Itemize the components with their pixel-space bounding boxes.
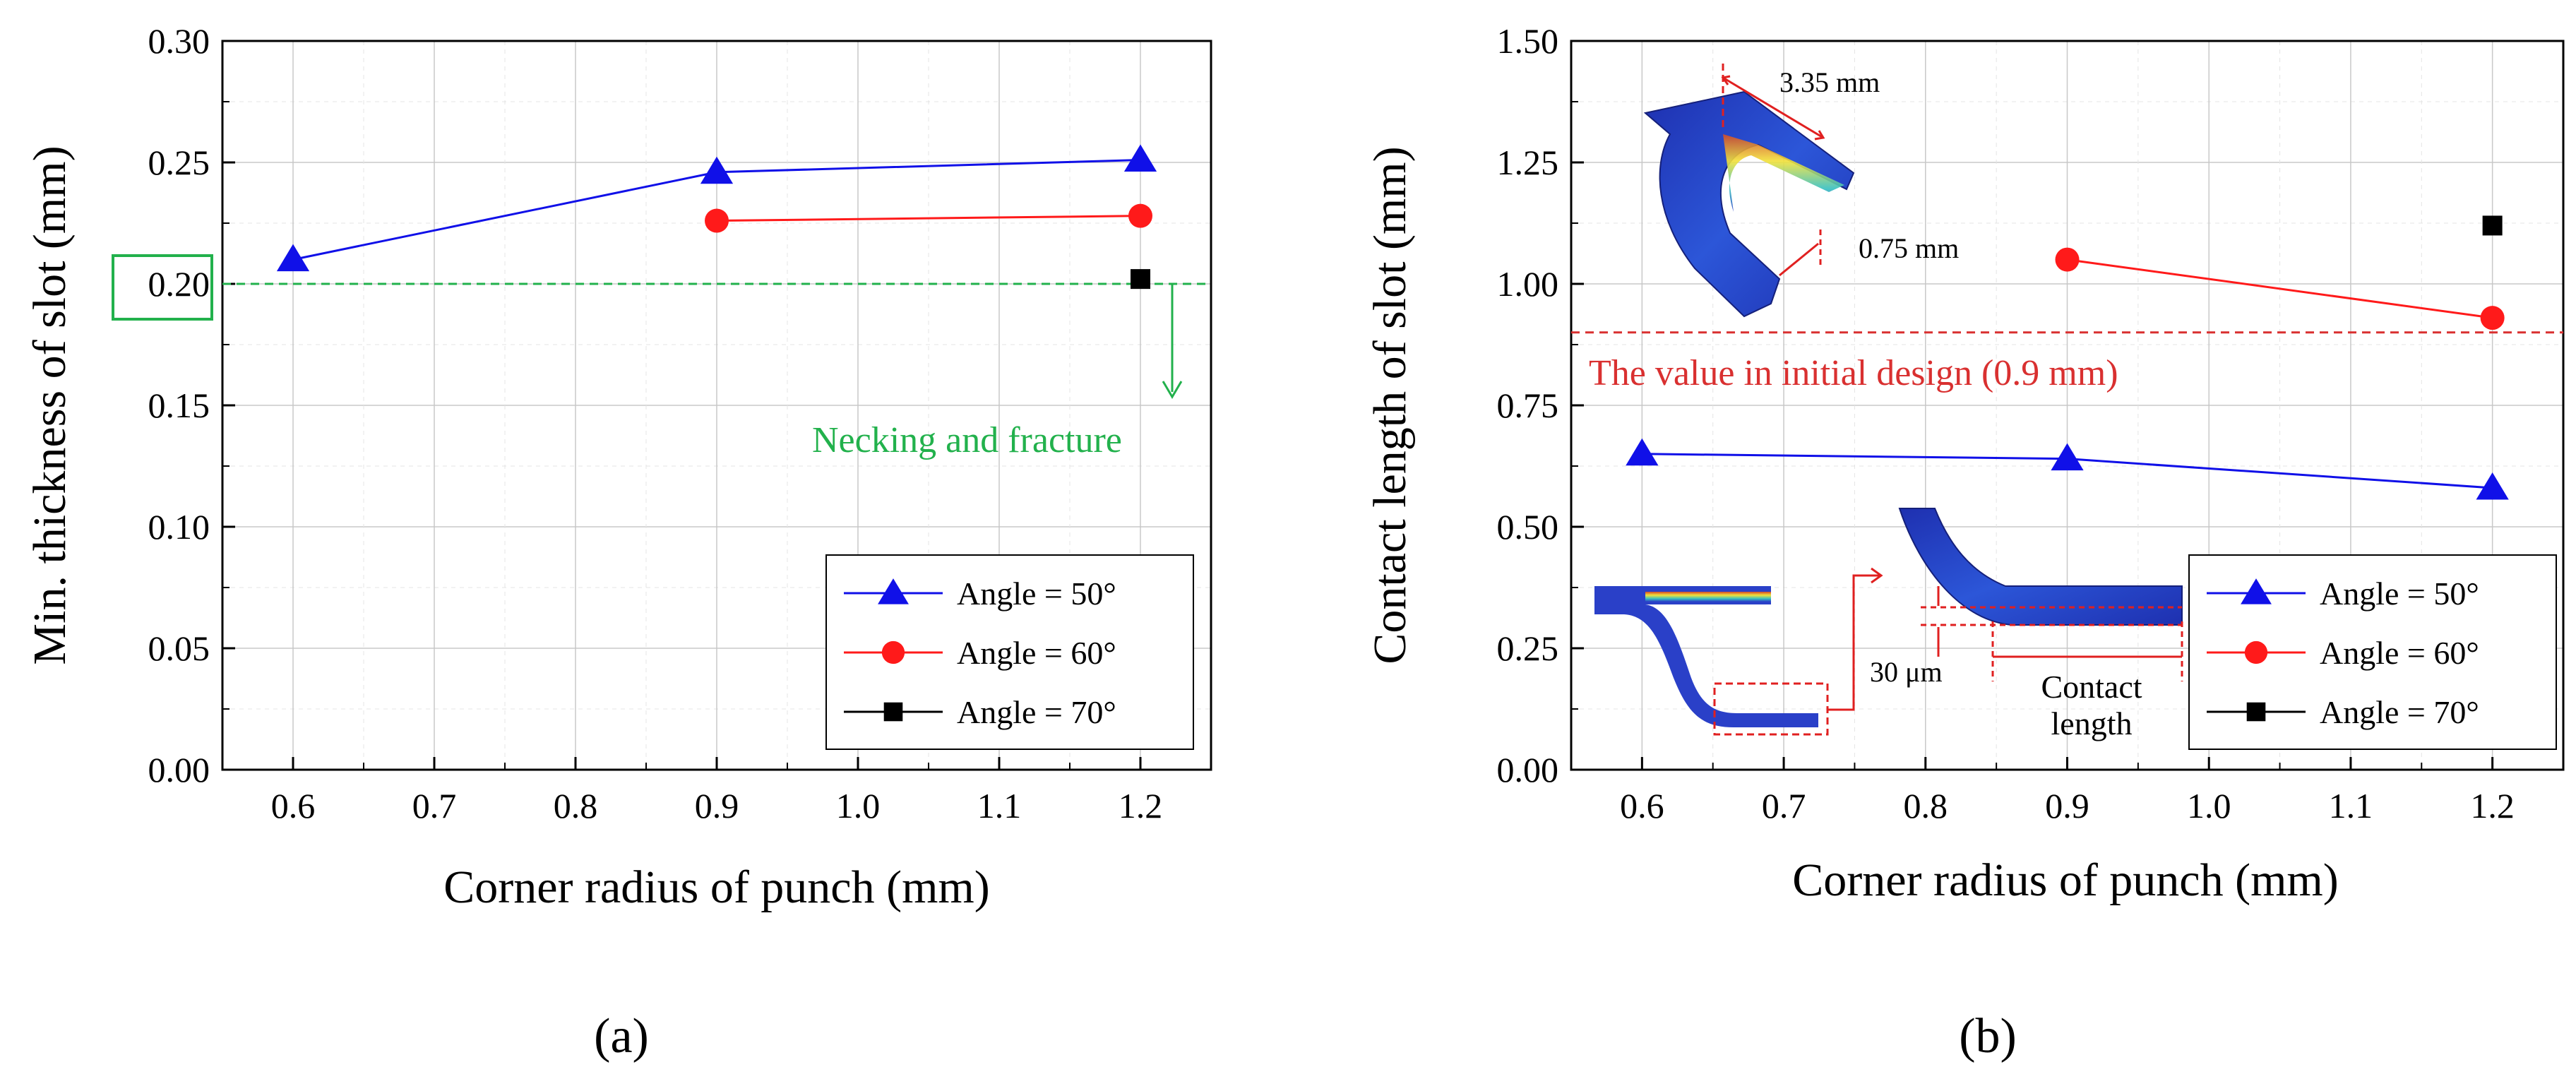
tick-label-x-b: 0.9 — [2045, 786, 2089, 825]
data-point-a-1-0 — [705, 208, 729, 233]
gap-label: 30 μm — [1870, 656, 1943, 688]
necking-arrow-head-a — [1162, 381, 1183, 399]
data-point-b-0-0 — [1626, 438, 1659, 466]
fem-section-bend — [1594, 604, 1818, 727]
y-axis-label-b: Contact length of slot (mm) — [1364, 146, 1416, 664]
dim-arrow-side — [1779, 242, 1819, 277]
dim-label-side: 0.75 mm — [1859, 232, 1959, 264]
fem-inset-top: 3.35 mm 0.75 mm — [1643, 64, 1959, 318]
tick-label-x-a: 0.9 — [695, 786, 739, 825]
data-point-b-0-2 — [2476, 472, 2509, 500]
tick-label-y-a: 0.30 — [148, 21, 210, 61]
tick-label-x-a: 0.8 — [554, 786, 598, 825]
tick-label-y-a: 0.10 — [148, 507, 210, 547]
tick-label-x-b: 1.0 — [2187, 786, 2231, 825]
tick-label-x-b: 0.7 — [1762, 786, 1806, 825]
dim-label-top: 3.35 mm — [1779, 66, 1880, 98]
tick-label-x-a: 1.0 — [836, 786, 881, 825]
tick-label-y-a: 0.15 — [148, 386, 210, 425]
tick-label-x-b: 1.1 — [2329, 786, 2373, 825]
necking-label: Necking and fracture — [812, 420, 1122, 460]
ticks-a: 0.00 0.05 0.10 0.15 0.20 0.25 0.30 0.6 0.7 0.8 0.9… — [148, 21, 1163, 825]
panel-label-b: (b) — [1959, 1009, 2017, 1063]
fem-inset-zoom: 30 μm Contact length — [1870, 508, 2183, 741]
tick-label-y-b: 1.50 — [1497, 21, 1559, 61]
zoom-arrow-head — [1871, 567, 1883, 584]
tick-label-x-b: 0.6 — [1620, 786, 1664, 825]
legend-entries-a: Angle = 50° Angle = 60° Angle = 70° — [844, 576, 1116, 730]
fem-inset-bottom — [1594, 567, 1883, 736]
tick-label-x-b: 0.8 — [1904, 786, 1948, 825]
data-point-a-0-1 — [700, 156, 734, 184]
legend-marker-b-1 — [2244, 640, 2268, 664]
tick-label-y-b: 1.25 — [1497, 143, 1559, 182]
tick-label-y-a: 0.05 — [148, 628, 210, 668]
data-point-a-2-0 — [1131, 269, 1150, 290]
dim-arrowhead-left — [1721, 75, 1731, 85]
data-point-b-1-1 — [2480, 306, 2505, 330]
series-b — [1626, 215, 2509, 500]
data-point-b-1-0 — [2055, 247, 2080, 272]
legend-marker-b-0 — [2241, 578, 2272, 604]
contact-label-2: length — [2051, 705, 2133, 741]
legend-label-b-0: Angle = 50° — [2320, 576, 2479, 612]
fem-section-stress — [1645, 592, 1771, 602]
fem-slot-body — [1643, 90, 1855, 318]
legend-marker-a-1 — [881, 640, 905, 664]
data-point-a-0-0 — [276, 244, 310, 272]
data-point-a-1-1 — [1128, 203, 1152, 228]
legend-label-b-2: Angle = 70° — [2320, 694, 2479, 730]
tick-label-y-b: 1.00 — [1497, 264, 1559, 304]
tick-label-y-b: 0.25 — [1497, 628, 1559, 668]
legend-b: Angle = 50° Angle = 60° Angle = 70° — [2188, 554, 2557, 750]
legend-label-b-1: Angle = 60° — [2320, 635, 2479, 671]
panel-b: 0.00 0.25 0.50 0.75 1.00 1.25 1.50 0.6 0.7 0.8 0.9… — [1364, 21, 2565, 1063]
highlight-box-a — [112, 254, 213, 321]
ticks-b: 0.00 0.25 0.50 0.75 1.00 1.25 1.50 0.6 0.7 0.8 0.9… — [1497, 21, 2515, 825]
tick-label-x-a: 1.1 — [977, 786, 1022, 825]
zoom-connector — [1827, 574, 1880, 711]
tick-label-y-a: 0.20 — [148, 264, 210, 304]
data-point-a-0-2 — [1123, 144, 1157, 172]
design-value-label: The value in initial design (0.9 mm) — [1589, 353, 2118, 393]
tick-label-x-a: 1.2 — [1119, 786, 1163, 825]
x-axis-label-a: Corner radius of punch (mm) — [443, 862, 989, 913]
tick-label-y-b: 0.75 — [1497, 386, 1559, 425]
legend-entries-b: Angle = 50° Angle = 60° Angle = 70° — [2207, 576, 2479, 730]
dim-arrow-top — [1722, 76, 1824, 139]
tick-label-y-a: 0.25 — [148, 143, 210, 182]
panel-a: 0.00 0.05 0.10 0.15 0.20 0.25 0.30 0.6 0.7 0.8 0.9… — [24, 21, 1212, 1063]
tick-label-y-a: 0.00 — [148, 750, 210, 789]
legend-a: Angle = 50° Angle = 60° Angle = 70° — [825, 554, 1194, 750]
tick-label-x-a: 0.7 — [412, 786, 457, 825]
series-a — [276, 144, 1157, 290]
y-axis-label-a: Min. thickness of slot (mm) — [24, 145, 76, 664]
series-line-b-1 — [2067, 258, 2493, 319]
legend-label-a-0: Angle = 50° — [957, 576, 1116, 612]
x-axis-label-b: Corner radius of punch (mm) — [1792, 854, 2338, 906]
tick-label-y-b: 0.50 — [1497, 507, 1559, 547]
panel-label-a: (a) — [594, 1009, 649, 1063]
series-line-a-1 — [716, 215, 1141, 222]
legend-marker-a-0 — [878, 578, 909, 604]
tick-label-x-a: 0.6 — [271, 786, 316, 825]
fem-slot-stress — [1723, 134, 1844, 212]
legend-marker-b-2 — [2246, 702, 2266, 722]
dim-arrowhead-right — [1814, 130, 1825, 141]
contact-label-1: Contact — [2041, 669, 2142, 705]
tick-label-y-b: 0.00 — [1497, 750, 1559, 789]
legend-label-a-2: Angle = 70° — [957, 694, 1116, 730]
data-point-b-0-1 — [2051, 443, 2084, 471]
data-point-b-2-0 — [2482, 215, 2503, 236]
legend-label-a-1: Angle = 60° — [957, 635, 1116, 671]
legend-marker-a-2 — [883, 702, 903, 722]
tick-label-x-b: 1.2 — [2470, 786, 2515, 825]
